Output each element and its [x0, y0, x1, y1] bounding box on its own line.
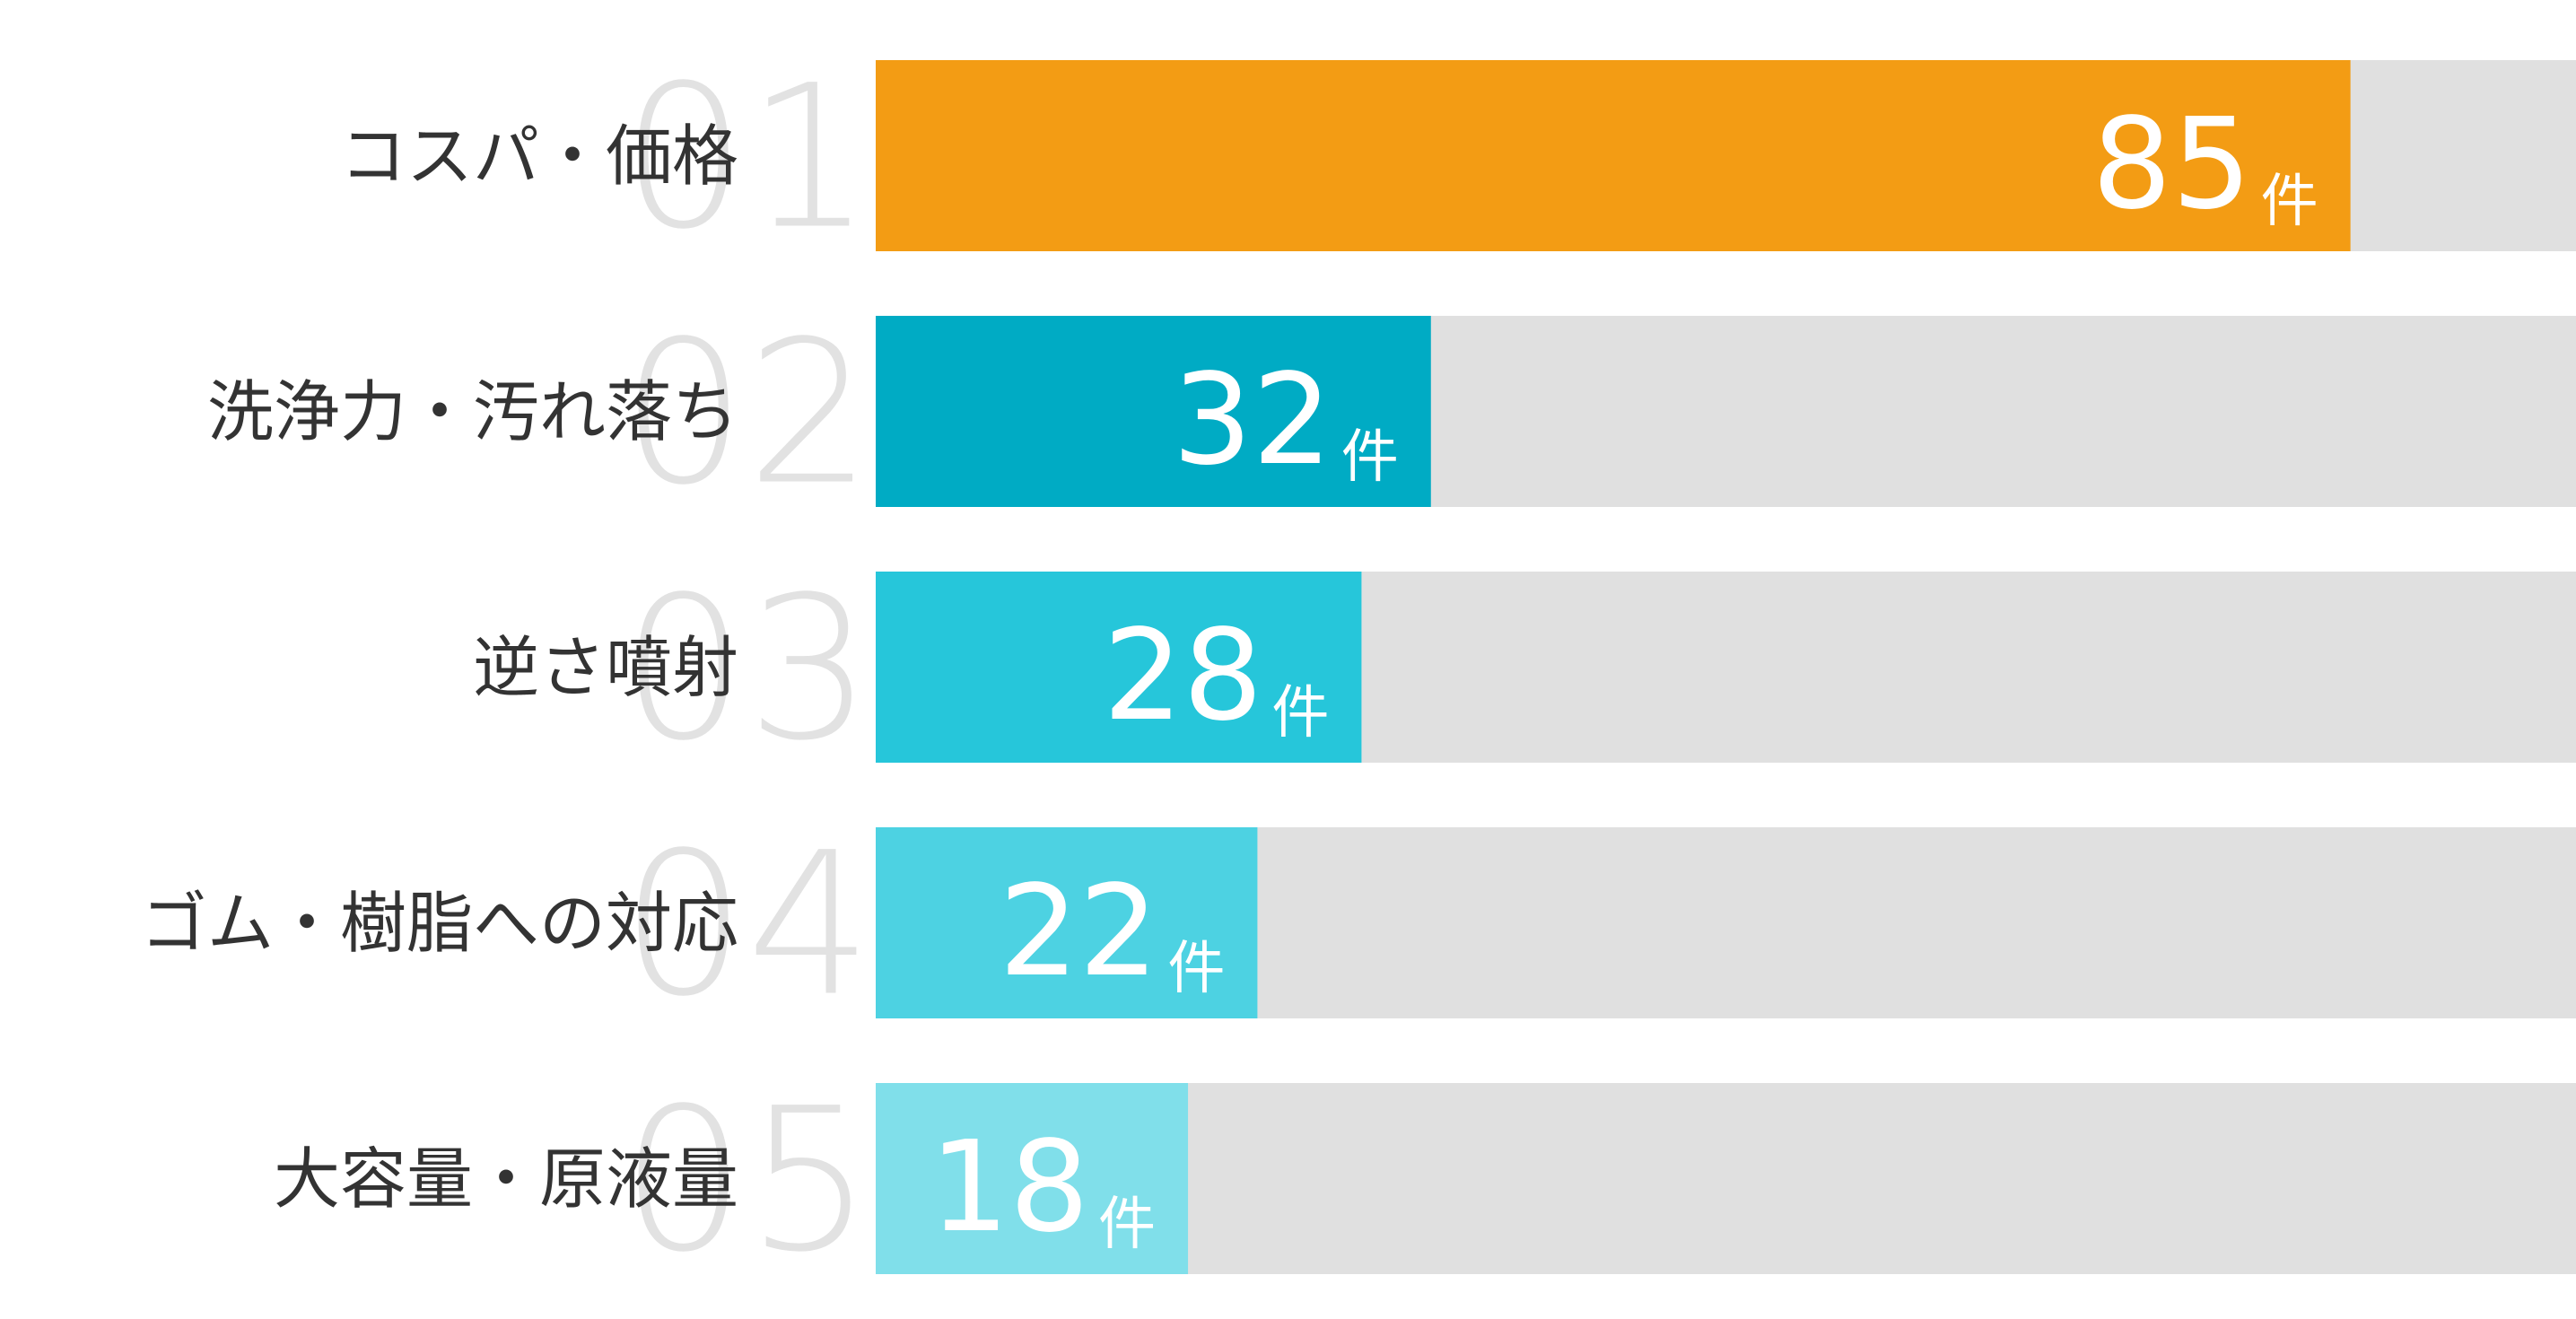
bar: [876, 572, 1362, 763]
value-label: 22: [999, 859, 1158, 1005]
rank-number: 03: [621, 555, 872, 784]
value-unit: 件: [1271, 680, 1329, 747]
rank-number: 04: [621, 810, 872, 1040]
category-label: 大容量・原液量: [274, 1141, 738, 1219]
value-unit: 件: [1167, 936, 1225, 1002]
value-unit: 件: [1098, 1192, 1156, 1258]
value-unit: 件: [1341, 424, 1399, 491]
value-unit: 件: [2261, 169, 2318, 235]
bar: [876, 316, 1431, 507]
value-label: 18: [930, 1114, 1089, 1261]
rank-number: 02: [621, 299, 872, 528]
rank-number: 01: [621, 43, 872, 273]
category-label: ゴム・樹脂への対応: [141, 886, 738, 963]
category-label: 洗浄力・汚れ落ち: [207, 374, 738, 451]
category-label: コスパ・価格: [340, 118, 738, 196]
bar: [876, 60, 2351, 251]
bar: [876, 1083, 1189, 1274]
bar: [876, 827, 1258, 1018]
value-label: 32: [1173, 347, 1332, 494]
value-label: 28: [1103, 603, 1262, 749]
category-label: 逆さ噴射: [473, 630, 738, 707]
rank-number: 05: [621, 1066, 872, 1296]
value-label: 85: [2091, 92, 2251, 238]
